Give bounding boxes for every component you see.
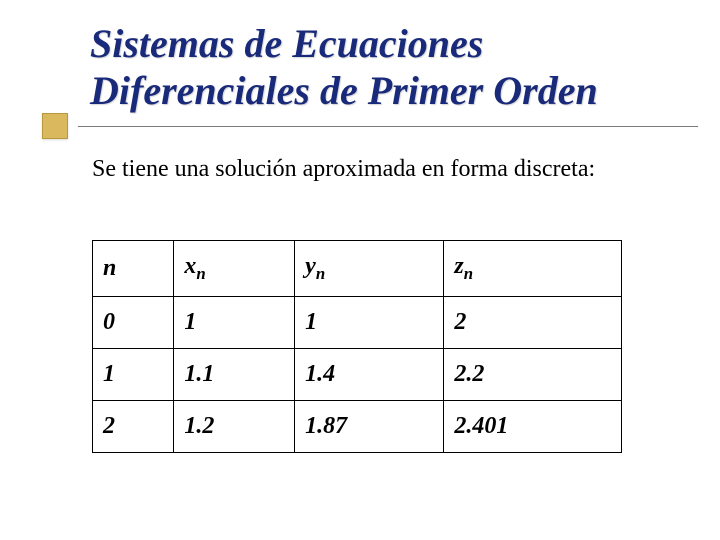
cell: 2.401 [444, 400, 622, 452]
solution-table: n xn yn zn 0 1 1 2 1 1.1 1.4 2.2 2 1.2 1… [92, 240, 622, 453]
cell: 2 [93, 400, 174, 452]
cell: 0 [93, 296, 174, 348]
col-xn: xn [174, 241, 295, 297]
bullet-square [42, 113, 68, 139]
col-zn: zn [444, 241, 622, 297]
col-n: n [93, 241, 174, 297]
body-paragraph: Se tiene una solución aproximada en form… [92, 154, 632, 184]
cell: 1.2 [174, 400, 295, 452]
cell: 1 [174, 296, 295, 348]
cell: 1.87 [295, 400, 444, 452]
col-yn: yn [295, 241, 444, 297]
table-row: 2 1.2 1.87 2.401 [93, 400, 622, 452]
table-row: 0 1 1 2 [93, 296, 622, 348]
cell: 1.4 [295, 348, 444, 400]
title-underline [78, 126, 698, 127]
cell: 2 [444, 296, 622, 348]
cell: 2.2 [444, 348, 622, 400]
table-header-row: n xn yn zn [93, 241, 622, 297]
title-container: Sistemas de Ecuaciones Diferenciales de … [90, 20, 710, 114]
cell: 1.1 [174, 348, 295, 400]
table-row: 1 1.1 1.4 2.2 [93, 348, 622, 400]
cell: 1 [295, 296, 444, 348]
slide-title: Sistemas de Ecuaciones Diferenciales de … [90, 20, 710, 114]
cell: 1 [93, 348, 174, 400]
